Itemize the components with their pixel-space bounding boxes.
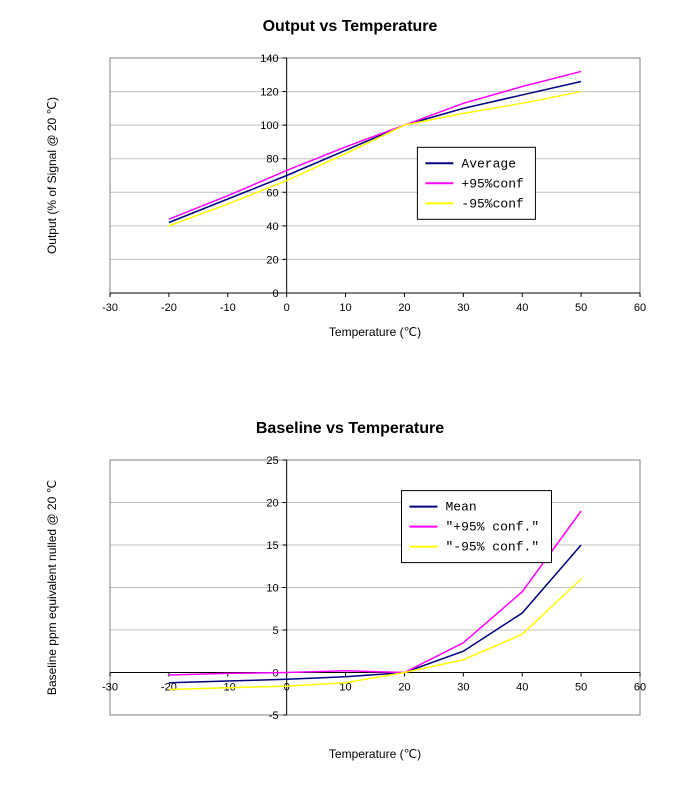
legend-label: +95%conf [461,176,523,191]
legend-label: Mean [446,500,477,515]
x-tick-label: 30 [457,682,469,694]
x-tick-label: -20 [161,302,177,314]
x-tick-label: 30 [457,302,469,314]
y-axis-label: Baseline ppm equivalent nulled @ 20 ℃ [45,480,59,695]
chart1-title: Output vs Temperature [0,18,700,36]
y-tick-label: 15 [266,540,278,552]
x-tick-label: 0 [284,682,290,694]
legend-label: Average [461,156,516,171]
y-tick-label: 0 [273,288,279,300]
x-tick-label: -20 [161,682,177,694]
y-tick-label: -5 [269,710,279,722]
x-tick-label: 10 [339,302,351,314]
page: Output vs Temperature -30 -20 -10 0 10 20 30 40… [0,0,700,809]
x-tick-label: 40 [516,302,528,314]
x-tick-label: -10 [220,302,236,314]
x-tick-label: 60 [634,302,646,314]
series-line [169,545,581,683]
y-tick-label: 80 [266,154,278,166]
y-axis-label: Output (% of Signal @ 20 ℃) [45,97,59,254]
x-axis-label: Temperature (℃) [329,747,421,761]
y-tick-label: 60 [266,187,278,199]
x-tick-label: -30 [102,682,118,694]
legend-label: "-95% conf." [446,540,540,555]
chart-svg: -30-20-100102030405060-50510152025Temper… [40,450,660,770]
chart2-title: Baseline vs Temperature [0,420,700,438]
x-axis-label: Temperature (℃) [329,325,421,339]
chart2: -30-20-100102030405060-50510152025Temper… [40,450,660,770]
y-tick-label: 5 [273,625,279,637]
x-tick-label: -30 [102,302,118,314]
y-tick-label: 25 [266,455,278,467]
y-tick-label: 40 [266,221,278,233]
y-tick-label: 0 [273,668,279,680]
x-tick-label: 20 [398,682,410,694]
legend-label: "+95% conf." [446,520,540,535]
x-tick-label: 0 [284,302,290,314]
y-tick-label: 140 [260,53,278,65]
plot-border [110,58,640,293]
y-tick-label: 100 [260,120,278,132]
x-tick-label: 20 [398,302,410,314]
chart1: -30 -20 -10 0 10 20 30 40 50 60 0 20 40 60 80 100 120 140… [40,48,660,348]
x-tick-label: 50 [575,302,587,314]
y-tick-label: 10 [266,583,278,595]
y-tick-label: 20 [266,498,278,510]
x-tick-label: 60 [634,682,646,694]
chart-svg: -30 -20 -10 0 10 20 30 40 50 60 0 20 40 60 80 100 120 140… [40,48,660,348]
y-tick-label: 20 [266,254,278,266]
legend-label: -95%conf [461,196,523,211]
y-tick-label: 120 [260,87,278,99]
x-tick-label: 50 [575,682,587,694]
x-tick-label: 40 [516,682,528,694]
